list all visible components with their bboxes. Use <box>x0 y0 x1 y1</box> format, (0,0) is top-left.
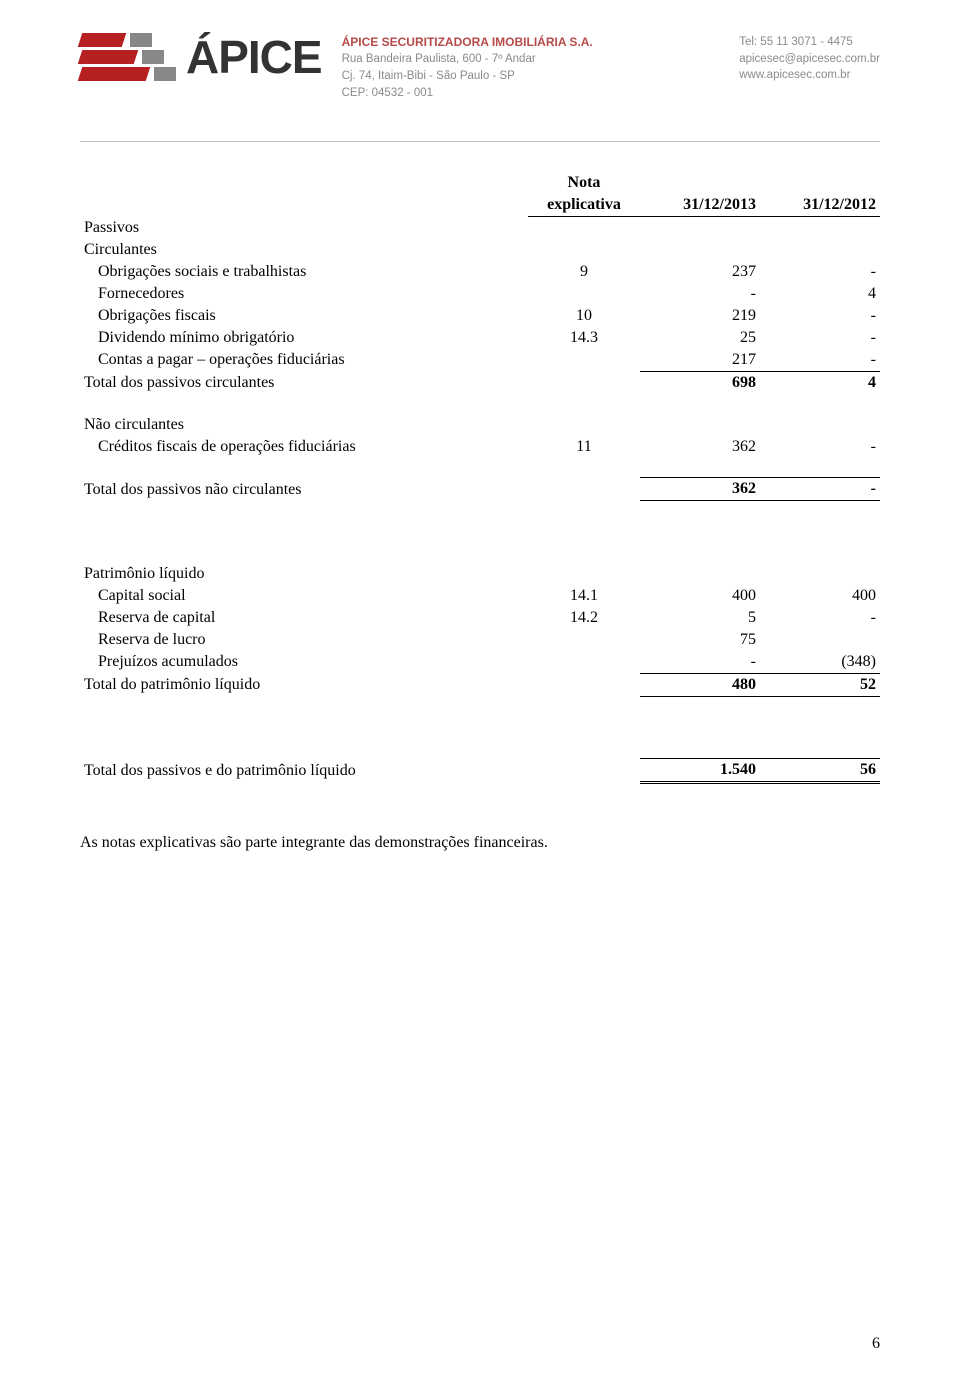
hdr-note-line2: explicativa <box>528 194 640 217</box>
page-number: 6 <box>872 1335 880 1353</box>
section-circulantes: Circulantes <box>80 239 880 261</box>
addr-line: CEP: 04532 - 001 <box>342 85 593 102</box>
table-row: Prejuízos acumulados - (348) <box>80 651 880 674</box>
spacer <box>80 458 880 478</box>
addr-line: Rua Bandeira Paulista, 600 - 7º Andar <box>342 51 593 68</box>
foot-note: As notas explicativas são parte integran… <box>80 834 880 852</box>
logo-text: ÁPICE <box>186 30 322 84</box>
table-row: Créditos fiscais de operações fiduciária… <box>80 436 880 458</box>
spacer <box>80 543 880 563</box>
table-header-row: Nota <box>80 172 880 194</box>
section-nao-circulantes: Não circulantes <box>80 414 880 436</box>
company-name: ÁPICE SECURITIZADORA IMOBILIÁRIA S.A. <box>342 34 593 51</box>
spacer <box>80 501 880 543</box>
hdr-note-line1: Nota <box>528 172 640 194</box>
header-address: ÁPICE SECURITIZADORA IMOBILIÁRIA S.A. Ru… <box>342 34 593 101</box>
logo-bars-icon <box>80 33 176 81</box>
page: ÁPICE ÁPICE SECURITIZADORA IMOBILIÁRIA S… <box>0 0 960 892</box>
header: ÁPICE ÁPICE SECURITIZADORA IMOBILIÁRIA S… <box>80 30 880 101</box>
hdr-date-2: 31/12/2012 <box>760 194 880 217</box>
hdr-date-1: 31/12/2013 <box>640 194 760 217</box>
logo: ÁPICE <box>80 30 322 84</box>
grand-total-row: Total dos passivos e do patrimônio líqui… <box>80 758 880 782</box>
email: apicesec@apicesec.com.br <box>739 51 880 68</box>
table-header-row: explicativa 31/12/2013 31/12/2012 <box>80 194 880 217</box>
tel: Tel: 55 11 3071 - 4475 <box>739 34 880 51</box>
spacer <box>80 696 880 738</box>
table-row: Reserva de lucro 75 <box>80 629 880 651</box>
header-info: ÁPICE SECURITIZADORA IMOBILIÁRIA S.A. Ru… <box>342 30 880 101</box>
table-row: Obrigações sociais e trabalhistas 9 237 … <box>80 261 880 283</box>
table-row: Fornecedores - 4 <box>80 283 880 305</box>
balance-table: Nota explicativa 31/12/2013 31/12/2012 P… <box>80 172 880 784</box>
header-contact: Tel: 55 11 3071 - 4475 apicesec@apicesec… <box>739 34 880 101</box>
table-row: Obrigações fiscais 10 219 - <box>80 305 880 327</box>
table-row: Contas a pagar – operações fiduciárias 2… <box>80 349 880 372</box>
web: www.apicesec.com.br <box>739 67 880 84</box>
total-row: Total dos passivos não circulantes 362 - <box>80 478 880 501</box>
table-row: Dividendo mínimo obrigatório 14.3 25 - <box>80 327 880 349</box>
spacer <box>80 738 880 758</box>
section-passivos: Passivos <box>80 217 880 239</box>
spacer <box>80 394 880 414</box>
total-row: Total dos passivos circulantes 698 4 <box>80 371 880 394</box>
addr-line: Cj. 74, Itaim-Bibi - São Paulo - SP <box>342 68 593 85</box>
section-pl: Patrimônio líquido <box>80 563 880 585</box>
table-row: Capital social 14.1 400 400 <box>80 585 880 607</box>
total-row: Total do patrimônio líquido 480 52 <box>80 673 880 696</box>
table-row: Reserva de capital 14.2 5 - <box>80 607 880 629</box>
header-divider <box>80 141 880 142</box>
